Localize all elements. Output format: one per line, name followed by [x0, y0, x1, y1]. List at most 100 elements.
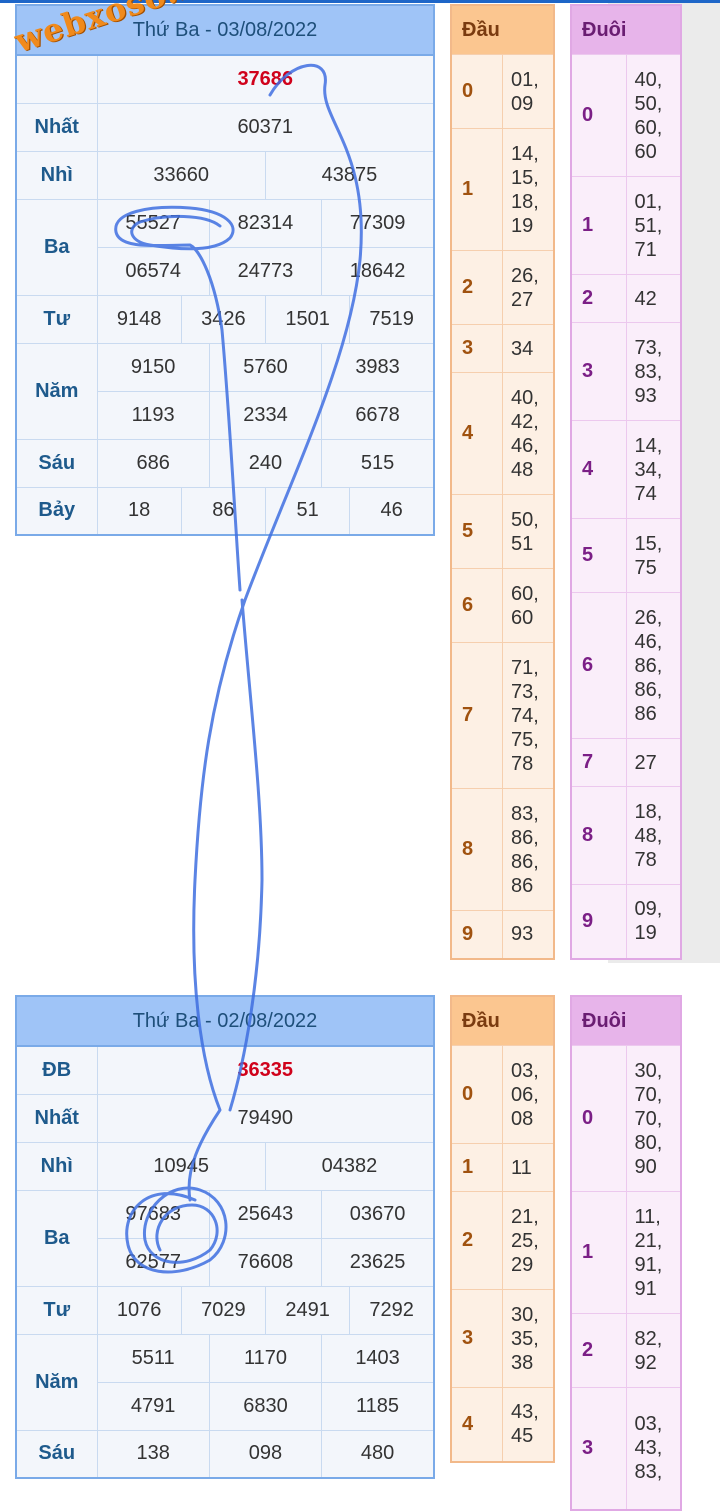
prize-ba-value: 76608 — [208, 1237, 323, 1287]
side-values: 83, 86, 86, 86 — [502, 788, 555, 911]
duoi-table-2: Đuôi 0 30, 70, 70, 80, 90 1 11, 21, 91, 91 2… — [570, 995, 682, 1511]
prize-nam-value: 5511 — [96, 1333, 210, 1383]
prize-db-value: 36335 — [96, 1045, 435, 1095]
side-row: 7 27 — [570, 738, 682, 787]
side-key: 0 — [450, 54, 503, 129]
prize-nam-value: 1193 — [96, 390, 210, 440]
prize-label-tu: Tư — [15, 1285, 98, 1335]
side-row: 6 26, 46, 86, 86, 86 — [570, 592, 682, 739]
prize-nam-value: 4791 — [96, 1381, 210, 1431]
prize-tu-value: 1501 — [264, 294, 351, 344]
side-key: 5 — [450, 494, 503, 569]
prize-nam-value: 6830 — [208, 1381, 323, 1431]
dau-table-1: Đầu 0 01, 09 1 14, 15, 18, 19 2 26, 27 3 34 4 40,… — [450, 4, 555, 960]
side-key: 9 — [450, 910, 503, 959]
result-title: Thứ Ba - 02/08/2022 — [15, 995, 435, 1047]
side-values: 73, 83, 93 — [625, 322, 682, 421]
side-row: 0 01, 09 — [450, 54, 555, 129]
side-key: 4 — [450, 372, 503, 495]
side-values: 14, 15, 18, 19 — [502, 128, 555, 251]
side-key: 0 — [450, 1045, 503, 1144]
side-values: 42 — [625, 274, 682, 323]
prize-bay-value: 46 — [349, 486, 435, 536]
side-key: 2 — [450, 250, 503, 325]
side-row: 0 03, 06, 08 — [450, 1045, 555, 1144]
prize-db-value: 37686 — [96, 54, 435, 104]
side-values: 27 — [625, 738, 682, 787]
side-values: 01, 51, 71 — [625, 176, 682, 275]
side-values: 82, 92 — [625, 1313, 682, 1388]
prize-ba-value: 97683 — [96, 1189, 210, 1239]
side-values: 15, 75 — [625, 518, 682, 593]
side-key: 1 — [570, 1191, 627, 1314]
side-key: 0 — [570, 54, 627, 177]
prize-label-ba: Ba — [15, 198, 98, 296]
side-row: 4 14, 34, 74 — [570, 420, 682, 519]
prize-nam-value: 2334 — [208, 390, 323, 440]
prize-ba-value: 82314 — [208, 198, 323, 248]
side-row: 2 82, 92 — [570, 1313, 682, 1388]
prize-label-sau: Sáu — [15, 438, 98, 488]
prize-ba-value: 23625 — [321, 1237, 435, 1287]
side-row: 0 30, 70, 70, 80, 90 — [570, 1045, 682, 1192]
prize-tu-value: 2491 — [264, 1285, 351, 1335]
side-key: 6 — [450, 568, 503, 643]
side-row: 8 18, 48, 78 — [570, 786, 682, 885]
side-key: 2 — [570, 274, 627, 323]
side-values: 50, 51 — [502, 494, 555, 569]
prize-nam-value: 5760 — [208, 342, 323, 392]
side-key: 3 — [570, 1387, 627, 1510]
side-values: 40, 42, 46, 48 — [502, 372, 555, 495]
prize-sau-value: 138 — [96, 1429, 210, 1479]
prize-tu-value: 7029 — [180, 1285, 266, 1335]
prize-label-tu: Tư — [15, 294, 98, 344]
prize-ba-value: 25643 — [208, 1189, 323, 1239]
side-values: 21, 25, 29 — [502, 1191, 555, 1290]
side-row: 2 21, 25, 29 — [450, 1191, 555, 1290]
dau-header: Đầu — [450, 995, 555, 1046]
side-key: 8 — [570, 786, 627, 885]
side-row: 3 03, 43, 83, — [570, 1387, 682, 1510]
prize-sau-value: 686 — [96, 438, 210, 488]
side-row: 0 40, 50, 60, 60 — [570, 54, 682, 177]
side-values: 18, 48, 78 — [625, 786, 682, 885]
dau-header: Đầu — [450, 4, 555, 55]
prize-nam-value: 9150 — [96, 342, 210, 392]
prize-bay-value: 18 — [96, 486, 182, 536]
side-row: 1 01, 51, 71 — [570, 176, 682, 275]
prize-label-nhi: Nhì — [15, 150, 98, 200]
side-values: 26, 27 — [502, 250, 555, 325]
prize-bay-value: 86 — [180, 486, 266, 536]
side-values: 43, 45 — [502, 1387, 555, 1462]
side-key: 5 — [570, 518, 627, 593]
side-key: 0 — [570, 1045, 627, 1192]
prize-nhi-value: 04382 — [264, 1141, 435, 1191]
side-row: 1 11, 21, 91, 91 — [570, 1191, 682, 1314]
prize-label-nhi: Nhì — [15, 1141, 98, 1191]
prize-label-nhat: Nhất — [15, 102, 98, 152]
prize-tu-value: 3426 — [180, 294, 266, 344]
side-key: 3 — [570, 322, 627, 421]
prize-nhi-value: 43875 — [264, 150, 435, 200]
dau-table-2: Đầu 0 03, 06, 08 1 11 2 21, 25, 29 3 30, 35, 38… — [450, 995, 555, 1463]
prize-nam-value: 3983 — [321, 342, 435, 392]
side-values: 11, 21, 91, 91 — [625, 1191, 682, 1314]
prize-sau-value: 480 — [321, 1429, 435, 1479]
prize-label-nhat: Nhất — [15, 1093, 98, 1143]
side-values: 60, 60 — [502, 568, 555, 643]
prize-nhi-value: 33660 — [96, 150, 266, 200]
side-key: 6 — [570, 592, 627, 739]
prize-bay-value: 51 — [264, 486, 351, 536]
side-values: 14, 34, 74 — [625, 420, 682, 519]
side-key: 1 — [570, 176, 627, 275]
prize-nam-value: 6678 — [321, 390, 435, 440]
prize-sau-value: 515 — [321, 438, 435, 488]
side-values: 26, 46, 86, 86, 86 — [625, 592, 682, 739]
prize-sau-value: 240 — [208, 438, 323, 488]
prize-ba-value: 24773 — [208, 246, 323, 296]
prize-nhat-value: 79490 — [96, 1093, 435, 1143]
prize-ba-value: 18642 — [321, 246, 435, 296]
side-key: 1 — [450, 128, 503, 251]
side-values: 03, 43, 83, — [625, 1387, 682, 1510]
prize-tu-value: 7292 — [349, 1285, 435, 1335]
